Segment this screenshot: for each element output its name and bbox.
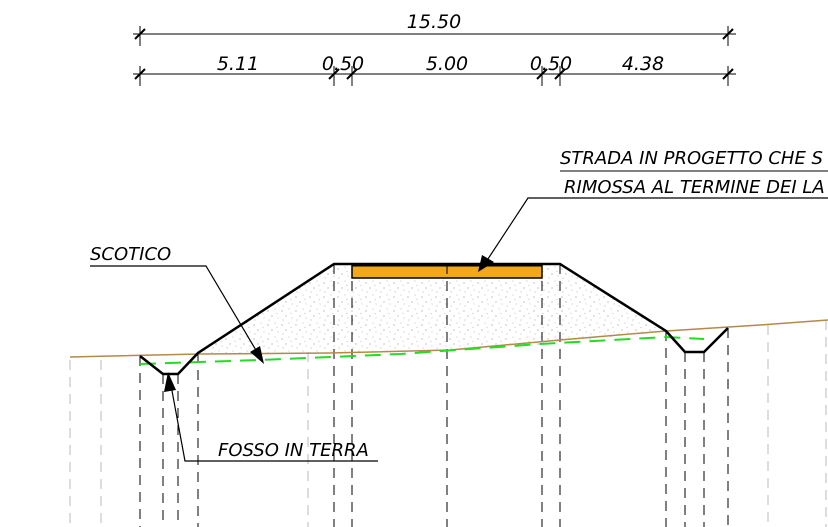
dimension-segment-3: 5.00 (426, 53, 468, 75)
embankment-fill (198, 264, 666, 353)
ditch-label: FOSSO IN TERRA (218, 440, 369, 461)
dimension-total: 15.50 (133, 11, 736, 46)
dimension-segment-1: 5.11 (217, 53, 259, 75)
dimension-total-value: 15.50 (407, 11, 461, 33)
dimension-segment-2: 0.50 (322, 53, 364, 75)
embankment-outline (139, 262, 729, 376)
dimension-segment-4: 0.50 (530, 53, 572, 75)
construction-lines (139, 264, 729, 527)
ground-line (69, 319, 828, 358)
road-leader (478, 197, 828, 272)
topsoil-label: SCOTICO (90, 244, 171, 265)
dimension-partials: 5.11 0.50 5.00 0.50 4.38 (133, 53, 736, 86)
dimension-segment-5: 4.38 (622, 53, 664, 75)
road-label-line-2: RIMOSSA AL TERMINE DEI LA (564, 177, 825, 198)
construction-lines-faint (69, 320, 827, 527)
road-label-line-1: STRADA IN PROGETTO CHE S (560, 148, 823, 169)
ditch-leader (164, 372, 378, 462)
topsoil-leader (90, 265, 264, 364)
